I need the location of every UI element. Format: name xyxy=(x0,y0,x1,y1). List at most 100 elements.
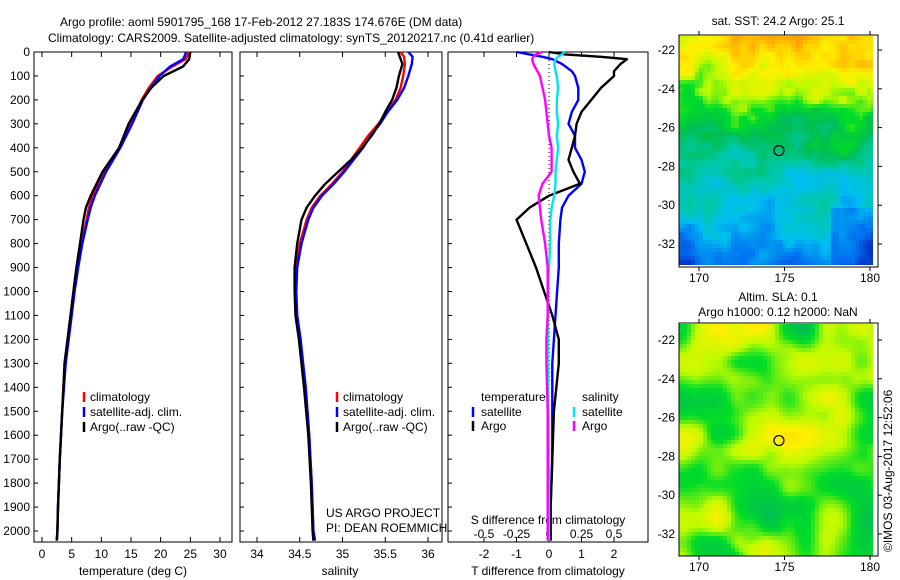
legend-label: satellite xyxy=(481,405,522,419)
argo-float-marker xyxy=(773,434,785,447)
depth-tick-label: 1800 xyxy=(3,476,30,490)
depth-tick-label: 1400 xyxy=(3,380,30,394)
depth-tick-label: 1600 xyxy=(3,428,30,442)
temperature-tick-label: 10 xyxy=(95,547,109,561)
salinity-tick-label: 35 xyxy=(336,547,350,561)
t-diff-tick-label: -1 xyxy=(511,547,522,561)
profile-panel-3-frame xyxy=(447,51,649,543)
legend-label: Argo(..raw -QC) xyxy=(343,420,428,434)
t-diff-axis-label: T difference from climatology xyxy=(471,564,625,578)
map-1-frame xyxy=(678,34,879,268)
temperature-tick-label: 25 xyxy=(184,547,198,561)
legend-label: satellite-adj. clim. xyxy=(343,405,435,419)
profile-line-temperature-satellite xyxy=(516,50,586,541)
salinity-tick-label: 34.5 xyxy=(288,547,312,561)
depth-tick-label: 100 xyxy=(10,69,30,83)
lat-tick-label: -24 xyxy=(658,82,676,96)
salinity-axis-label: salinity xyxy=(322,564,359,578)
legend-label: satellite xyxy=(582,405,623,419)
lat-tick-label: -24 xyxy=(658,372,676,386)
lon-tick-label: 170 xyxy=(689,560,709,574)
lat-tick-label: -22 xyxy=(658,43,676,57)
copyright-text: ©IMOS 03-Aug-2017 12:52:06 xyxy=(881,389,895,552)
legend-label: climatology xyxy=(343,390,403,404)
lon-tick-label: 170 xyxy=(689,271,709,285)
depth-tick-label: 800 xyxy=(10,237,30,251)
lat-tick-label: -30 xyxy=(658,198,676,212)
depth-tick-label: 500 xyxy=(10,165,30,179)
lat-tick-label: -22 xyxy=(658,333,676,347)
depth-tick-label: 700 xyxy=(10,213,30,227)
profile-panel-1-frame xyxy=(33,51,233,543)
temperature-tick-label: 15 xyxy=(124,547,138,561)
temperature-tick-label: 20 xyxy=(154,547,168,561)
depth-tick-label: 1000 xyxy=(3,285,30,299)
argo-float-marker xyxy=(773,144,785,157)
s-diff-tick-label: -0.5 xyxy=(474,527,495,541)
profile-panel-2-frame xyxy=(239,51,443,543)
depth-tick-label: 300 xyxy=(10,117,30,131)
legend-label: climatology xyxy=(90,390,150,404)
legend-salinity-title: salinity xyxy=(582,390,619,404)
salinity-tick-label: 36 xyxy=(421,547,435,561)
profile-line-salinity-satellite xyxy=(546,51,566,541)
depth-tick-label: 600 xyxy=(10,189,30,203)
lon-tick-label: 180 xyxy=(860,271,880,285)
lat-tick-label: -32 xyxy=(658,527,676,541)
s-diff-tick-label: 0.5 xyxy=(606,527,623,541)
profile-line-climatology xyxy=(55,51,191,541)
lat-tick-label: -32 xyxy=(658,237,676,251)
lat-tick-label: -30 xyxy=(658,488,676,502)
project-credit: US ARGO PROJECT xyxy=(326,506,441,520)
t-diff-tick-label: -2 xyxy=(479,547,490,561)
legend-temperature-title: temperature xyxy=(481,390,546,404)
lon-tick-label: 180 xyxy=(860,560,880,574)
title-line-2: Climatology: CARS2009. Satellite-adjuste… xyxy=(48,31,534,45)
depth-tick-label: 0 xyxy=(23,45,30,59)
depth-tick-label: 200 xyxy=(10,93,30,107)
temperature-tick-label: 5 xyxy=(68,547,75,561)
profile-line-satellite-adj-clim- xyxy=(295,51,414,541)
t-diff-tick-label: 0 xyxy=(546,547,553,561)
pi-credit: PI: DEAN ROEMMICH xyxy=(326,521,447,535)
temperature-tick-label: 30 xyxy=(213,547,227,561)
depth-tick-label: 1100 xyxy=(4,308,30,322)
map-2-frame xyxy=(678,322,879,557)
lon-tick-label: 175 xyxy=(774,560,794,574)
profile-line-argo-raw-qc- xyxy=(293,51,404,541)
temperature-tick-label: 0 xyxy=(39,547,46,561)
depth-tick-label: 1200 xyxy=(3,332,30,346)
t-diff-tick-label: 2 xyxy=(611,547,618,561)
depth-tick-label: 1900 xyxy=(3,500,30,514)
sla-map-image xyxy=(679,324,873,556)
depth-tick-label: 2000 xyxy=(3,524,30,538)
profile-line-argo-raw-qc- xyxy=(55,51,192,541)
sst-map-title: sat. SST: 24.2 Argo: 25.1 xyxy=(712,14,845,28)
sst-map-image xyxy=(679,36,873,265)
legend-label: Argo(..raw -QC) xyxy=(90,420,175,434)
salinity-tick-label: 35.5 xyxy=(374,547,398,561)
temperature-axis-label: temperature (deg C) xyxy=(79,564,187,578)
title-line-1: Argo profile: aoml 5901795_168 17-Feb-20… xyxy=(60,15,462,29)
s-diff-tick-label: -0.25 xyxy=(503,527,531,541)
lat-tick-label: -26 xyxy=(658,411,676,425)
sla-map-title-line-2: Argo h1000: 0.12 h2000: NaN xyxy=(698,305,857,319)
lat-tick-label: -28 xyxy=(658,449,676,463)
profile-line-satellite-adj-clim- xyxy=(55,51,188,541)
depth-tick-label: 1500 xyxy=(3,404,30,418)
salinity-tick-label: 34 xyxy=(250,547,264,561)
lon-tick-label: 175 xyxy=(774,271,794,285)
lat-tick-label: -28 xyxy=(658,159,676,173)
legend-label: Argo xyxy=(582,419,608,433)
profile-line-temperature-argo xyxy=(515,50,629,541)
legend-label: satellite-adj. clim. xyxy=(90,405,182,419)
s-diff-tick-label: 0.25 xyxy=(570,527,594,541)
sla-map-title-line-1: Altim. SLA: 0.1 xyxy=(738,290,818,304)
depth-tick-label: 900 xyxy=(10,261,30,275)
depth-tick-label: 1300 xyxy=(3,356,30,370)
legend-label: Argo xyxy=(481,419,507,433)
lat-tick-label: -26 xyxy=(658,121,676,135)
depth-tick-label: 1700 xyxy=(3,452,30,466)
